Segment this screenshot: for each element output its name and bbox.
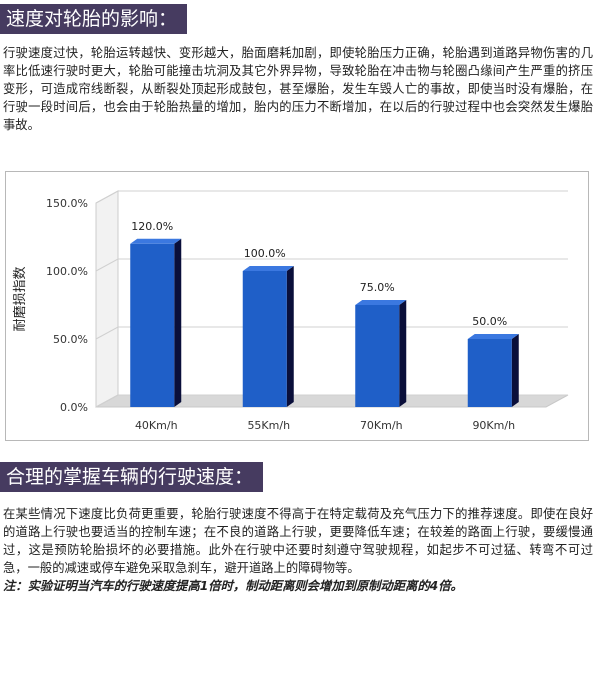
data-label: 120.0% [131,220,173,233]
braking-distance-note: 注：实验证明当汽车的行驶速度提高1倍时，制动距离则会增加到原制动距离的4倍。 [3,579,463,593]
bar-side [174,238,182,407]
bar-side [511,334,519,407]
chart-side-wall [95,190,119,408]
bar [467,339,512,407]
bar-top [130,238,182,244]
y-tick-label: 0.0% [60,401,88,414]
bar-side [286,266,294,407]
bar [355,305,400,407]
chart-svg: 0.0% 50.0% 100.0% 150.0% 120.0% 40Km/h 100.0% 5… [13,190,569,432]
data-label: 100.0% [244,247,286,260]
section-title-speed-control: 合理的掌握车辆的行驶速度： [0,462,263,492]
bar-top [467,334,519,339]
y-tick-label: 100.0% [46,265,88,278]
x-tick-label: 70Km/h [360,419,403,432]
x-tick-label: 55Km/h [247,419,290,432]
x-tick-label: 90Km/h [472,419,515,432]
wear-index-chart: 0.0% 50.0% 100.0% 150.0% 120.0% 40Km/h 100.0% 5… [5,171,589,441]
data-label: 50.0% [472,315,507,328]
bar-side [399,300,407,407]
gridline [95,394,568,408]
data-label: 75.0% [360,281,395,294]
speed-effect-paragraph: 行驶速度过快，轮胎运转越快、变形越大，胎面磨耗加剧，即使轮胎压力正确，轮胎遇到道… [3,46,593,132]
gridline [95,258,568,272]
chart-back-wall [118,195,568,399]
bar-top [355,300,407,305]
bar [130,243,175,407]
y-tick-label: 50.0% [53,333,88,346]
gridline [95,326,568,340]
x-tick-label: 40Km/h [135,419,178,432]
gridline [95,190,568,204]
bar [242,271,287,407]
y-tick-label: 150.0% [46,197,88,210]
speed-control-paragraph: 在某些情况下速度比负荷更重要，轮胎行驶速度不得高于在特定载荷及充气压力下的推荐速… [3,507,593,575]
speed-control-block: 在某些情况下速度比负荷更重要，轮胎行驶速度不得高于在特定载荷及充气压力下的推荐速… [3,505,593,595]
y-axis-label: 耐磨损指数 [13,266,28,331]
bar-top [242,266,294,271]
section-title-speed-effect: 速度对轮胎的影响： [0,4,187,34]
